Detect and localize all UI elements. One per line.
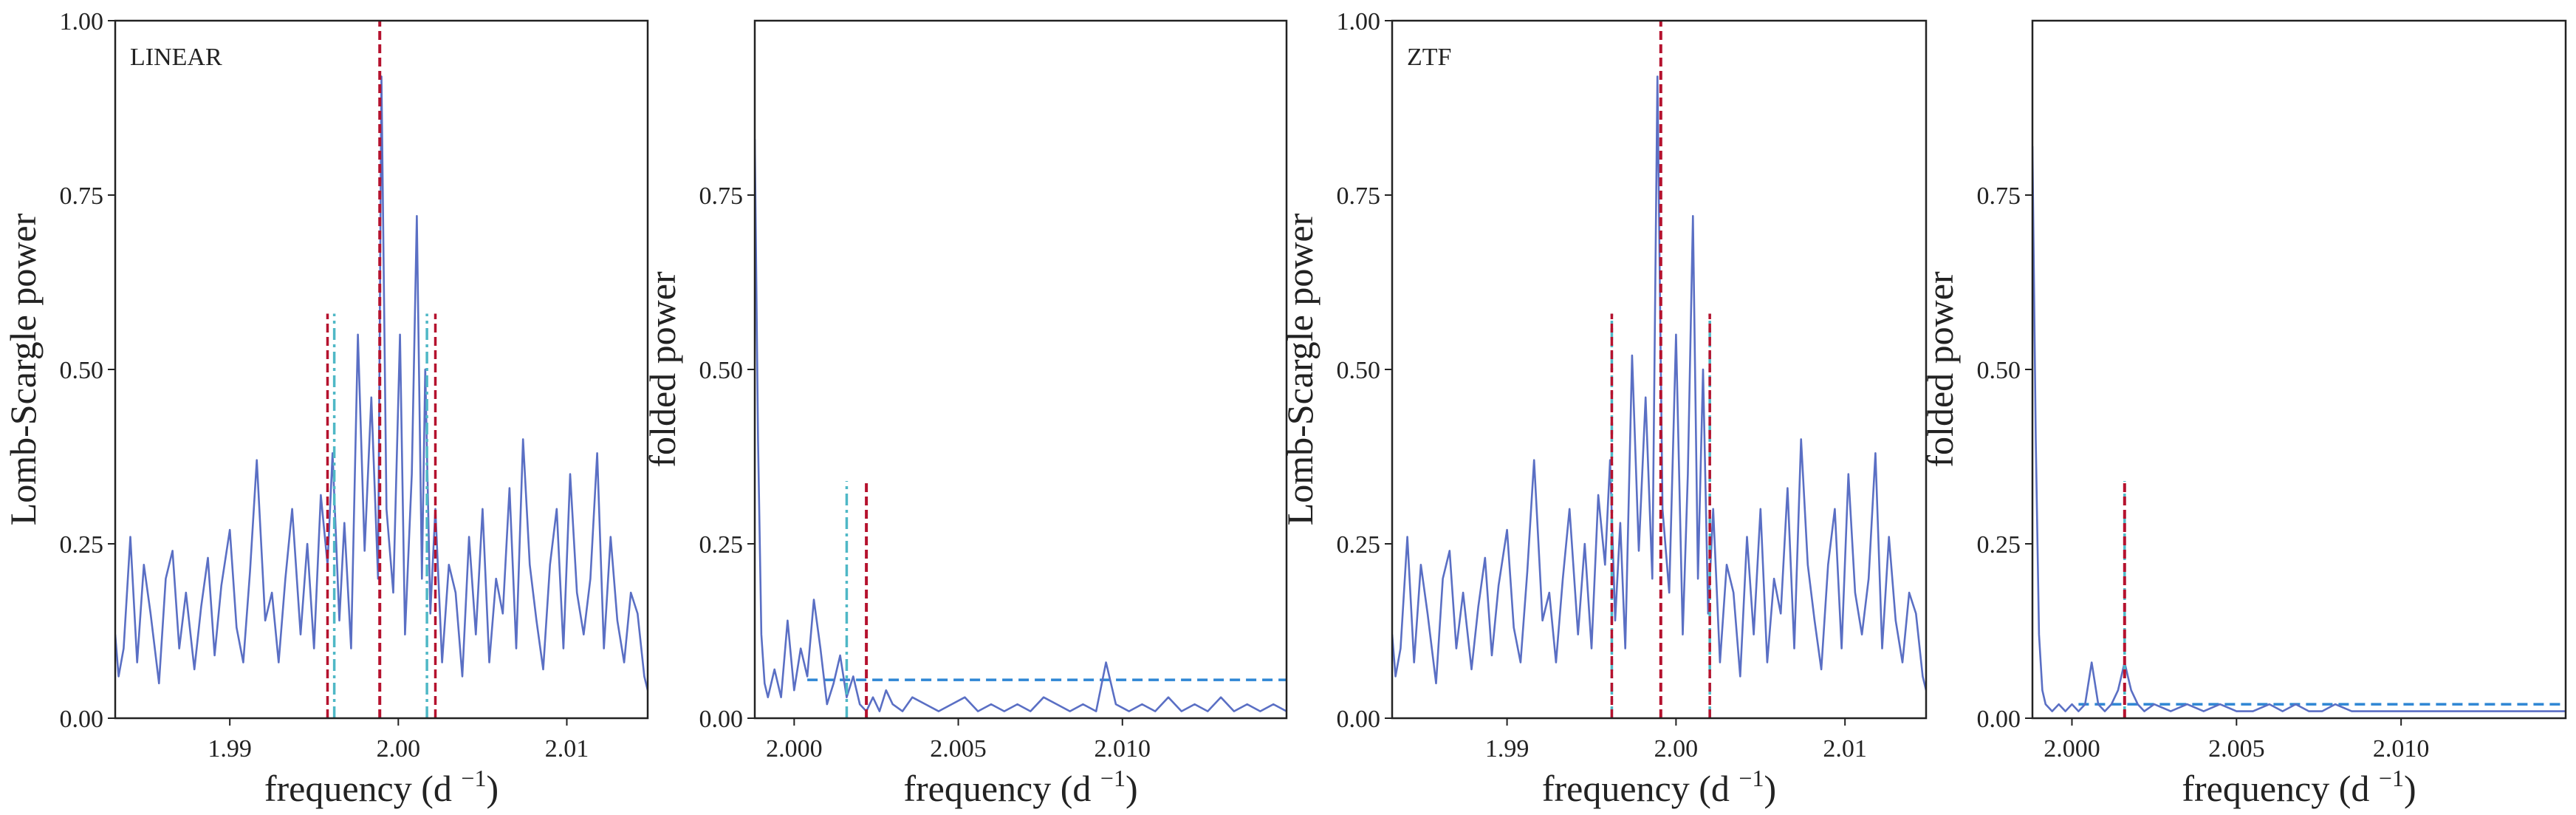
plot-area (755, 139, 1287, 718)
x-tick-label: 2.005 (930, 735, 987, 763)
y-axis-title: folded power (1919, 271, 1961, 468)
axes-frame (1391, 19, 1928, 720)
spectrum-series-line (2032, 146, 2566, 712)
x-tick-label: 2.00 (1654, 735, 1699, 763)
plot-area (2032, 146, 2566, 718)
y-tick-label: 0.00 (1337, 706, 1381, 733)
y-axis-title: Lomb-Scargle power (1279, 213, 1320, 525)
y-tick-label: 0.00 (699, 706, 744, 733)
panel-label: ZTF (1407, 44, 1451, 71)
panel-ztf-folded: 2.000 2.005 2.010 0.00 0.25 0.50 0.75 frequency… (1919, 19, 2567, 809)
x-tick-label: 2.000 (2044, 735, 2100, 763)
x-tick-label: 2.010 (2373, 735, 2430, 763)
y-tick-label: 0.25 (1977, 531, 2021, 559)
y-tick-label: 0.25 (1337, 531, 1381, 559)
plot-area (115, 21, 648, 718)
y-tick-label: 0.50 (1977, 357, 2021, 384)
y-tick-label: 0.50 (1337, 357, 1381, 384)
x-tick-label: 2.005 (2208, 735, 2265, 763)
x-tick-label: 2.00 (377, 735, 421, 763)
y-tick-label: 1.00 (60, 8, 104, 35)
y-tick-label: 0.75 (60, 183, 104, 210)
panel-linear-folded: 2.000 2.005 2.010 0.00 0.25 0.50 0.75 frequency… (642, 19, 1288, 809)
x-tick-label: 2.01 (545, 735, 589, 763)
axes-frame (753, 19, 1288, 720)
x-tick-label: 2.010 (1095, 735, 1151, 763)
y-axis-title: Lomb-Scargle power (2, 213, 44, 525)
x-tick-label: 2.01 (1823, 735, 1867, 763)
x-axis-title: frequency (d −1) (903, 765, 1137, 809)
spectrum-series-line (755, 139, 1287, 712)
x-tick-label: 2.000 (766, 735, 823, 763)
y-tick-label: 0.00 (1977, 706, 2021, 733)
panel-linear-periodogram: 1.99 2.00 2.01 0.00 0.25 0.50 0.75 1.00 frequenc… (2, 8, 649, 809)
x-axis-title: frequency (d −1) (2182, 765, 2416, 809)
spectrum-series-line (1392, 75, 1926, 691)
panel-label: LINEAR (130, 44, 222, 71)
y-axis-title: folded power (642, 271, 683, 468)
x-axis-title: frequency (d −1) (1542, 765, 1776, 809)
x-axis-title: frequency (d −1) (264, 765, 499, 809)
spectrum-series-line (115, 75, 648, 691)
y-tick-label: 0.50 (60, 357, 104, 384)
y-tick-label: 0.75 (1977, 183, 2021, 210)
panel-ztf-periodogram: 1.99 2.00 2.01 0.00 0.25 0.50 0.75 1.00 frequenc… (1279, 8, 1928, 809)
y-tick-label: 0.00 (60, 706, 104, 733)
plot-area (1392, 21, 1926, 718)
y-tick-label: 0.75 (699, 183, 744, 210)
y-tick-label: 0.75 (1337, 183, 1381, 210)
x-tick-label: 1.99 (208, 735, 252, 763)
y-tick-label: 1.00 (1337, 8, 1381, 35)
y-tick-label: 0.50 (699, 357, 744, 384)
axes-frame (2031, 19, 2567, 720)
y-tick-label: 0.25 (699, 531, 744, 559)
y-tick-label: 0.25 (60, 531, 104, 559)
x-tick-label: 1.99 (1485, 735, 1530, 763)
